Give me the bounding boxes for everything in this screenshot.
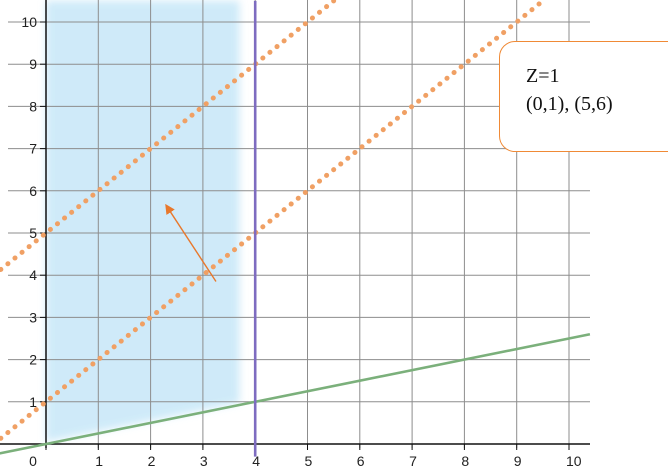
annotation-line-2: (0,1), (5,6): [526, 93, 613, 115]
x-tick-label: 6: [357, 453, 365, 469]
y-tick-label: 4: [29, 267, 37, 283]
x-tick-label: 7: [409, 453, 417, 469]
x-tick-label: 3: [200, 453, 208, 469]
y-tick-label: 7: [29, 141, 37, 157]
direction-arrow: [165, 203, 217, 282]
y-tick-label: 1: [29, 394, 37, 410]
x-tick-label: 0: [29, 453, 37, 469]
dotted-line-1: [0, 0, 337, 274]
x-tick-label: 1: [95, 453, 103, 469]
x-tick-label: 10: [566, 453, 582, 469]
y-tick-label: 5: [29, 225, 37, 241]
dotted-line-2: [0, 0, 546, 443]
y-tick-label: 8: [29, 98, 37, 114]
y-tick-label: 9: [29, 56, 37, 72]
x-tick-label: 9: [514, 453, 522, 469]
series-layer: [0, 0, 591, 457]
annotation-line-1: Z=1: [526, 65, 560, 87]
x-tick-label: 2: [148, 453, 156, 469]
y-tick-label: 2: [29, 352, 37, 368]
x-tick-label: 4: [252, 453, 260, 469]
y-tick-label: 10: [21, 14, 37, 30]
axis-layer: [0, 0, 590, 450]
y-tick-label: 6: [29, 183, 37, 199]
solid-line-3: [0, 333, 591, 455]
feasible-region-layer: [46, 0, 240, 442]
tick-label-layer: 0 1 2 3 4 5 6 7 8 9 10 1 2 3 4 5 6 7 8 9 10: [21, 14, 581, 469]
x-tick-label: 8: [461, 453, 469, 469]
feasible-region: [46, 0, 240, 442]
x-tick-label: 5: [305, 453, 313, 469]
annotation-box: Z=1 (0,1), (5,6): [499, 41, 668, 152]
y-tick-label: 3: [29, 309, 37, 325]
